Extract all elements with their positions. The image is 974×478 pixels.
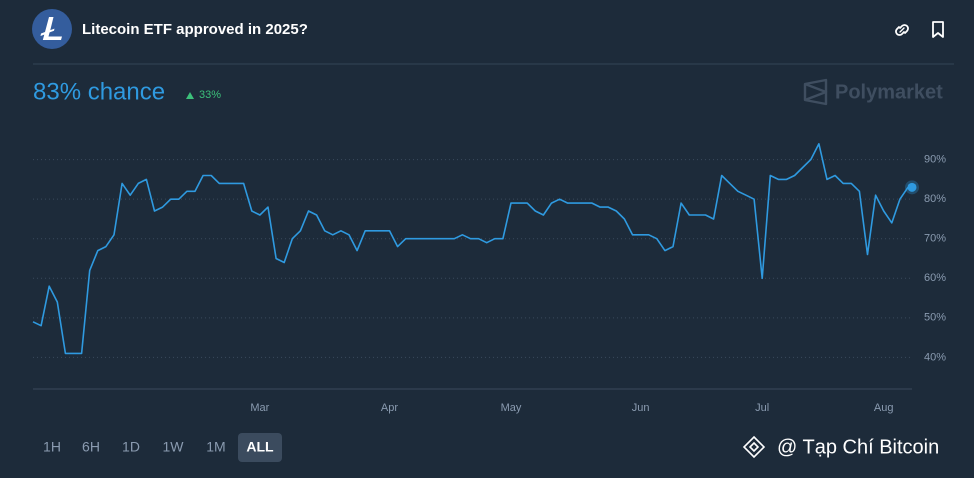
y-tick-label: 40% <box>924 351 946 363</box>
range-button[interactable]: 1W <box>163 439 185 455</box>
range-button[interactable]: 1M <box>206 439 225 455</box>
y-tick-label: 80% <box>924 193 946 205</box>
link-icon[interactable] <box>895 24 909 36</box>
range-button[interactable]: 1D <box>122 439 140 455</box>
range-selector: 1H 6H 1D 1W 1M ALL <box>43 433 282 462</box>
range-button[interactable]: ALL <box>246 439 274 455</box>
x-tick-label: Mar <box>250 402 269 414</box>
brand-logo <box>803 78 828 106</box>
bookmark-icon[interactable] <box>932 21 944 38</box>
x-tick-label: Jul <box>755 402 769 414</box>
change-label: 33% <box>199 89 221 101</box>
x-tick-label: Apr <box>381 402 398 414</box>
price-line <box>32 143 909 355</box>
y-tick-label: 90% <box>924 154 946 166</box>
x-tick-label: Jun <box>632 402 650 414</box>
x-tick-label: Aug <box>874 402 894 414</box>
brand-name: Polymarket <box>835 81 943 103</box>
y-tick-label: 50% <box>924 312 946 324</box>
y-tick-label: 70% <box>924 233 946 245</box>
range-button-active[interactable] <box>238 433 282 462</box>
market-logo <box>32 9 72 49</box>
market-title: Litecoin ETF approved in 2025? <box>82 21 308 38</box>
x-tick-label: May <box>501 402 522 414</box>
change-arrow <box>186 92 194 99</box>
watermark: @ Tạp Chí Bitcoin <box>777 436 939 458</box>
range-button[interactable]: 6H <box>82 439 100 455</box>
chart: 40% 50% 60% 70% 80% 90% Mar Apr May Jun Jul Aug <box>32 143 946 414</box>
chance-label: 83% chance <box>33 78 165 105</box>
y-tick-label: 60% <box>924 272 946 284</box>
watermark-logo <box>742 435 766 459</box>
current-point <box>907 182 917 192</box>
range-button[interactable]: 1H <box>43 439 61 455</box>
